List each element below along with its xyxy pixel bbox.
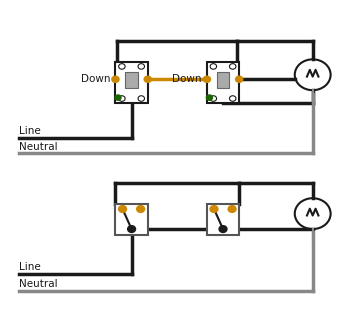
Text: Neutral: Neutral [19, 279, 57, 289]
Circle shape [203, 76, 211, 82]
Circle shape [115, 95, 121, 100]
Circle shape [228, 206, 236, 212]
Circle shape [128, 226, 135, 232]
Circle shape [118, 206, 126, 212]
Circle shape [235, 76, 243, 82]
Bar [207, 204, 239, 235]
Circle shape [210, 206, 218, 212]
Text: Neutral: Neutral [19, 142, 57, 152]
Bar [116, 62, 148, 103]
Text: Line: Line [19, 262, 40, 272]
Circle shape [137, 206, 145, 212]
Text: Down: Down [172, 74, 202, 84]
Circle shape [112, 76, 119, 82]
Circle shape [219, 226, 227, 232]
Text: Line: Line [19, 126, 40, 136]
Bar [207, 62, 239, 103]
Bar [116, 204, 148, 235]
Bar [125, 73, 138, 88]
Bar [217, 73, 229, 88]
Circle shape [206, 95, 212, 100]
Text: Down: Down [81, 74, 110, 84]
Circle shape [144, 76, 151, 82]
